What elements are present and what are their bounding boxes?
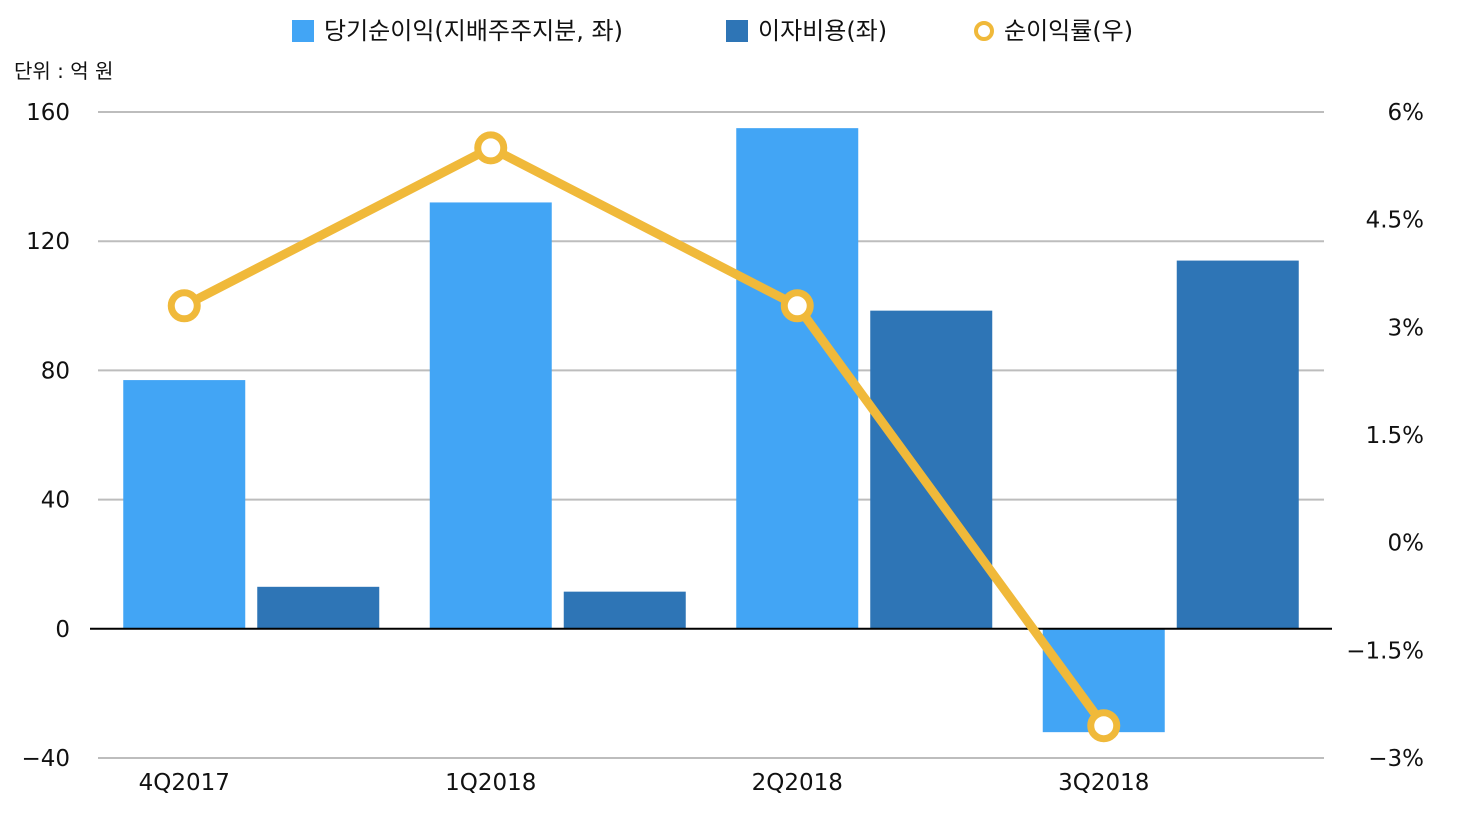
left-tick-label: 160	[26, 100, 70, 126]
right-tick-label: −3%	[1368, 746, 1424, 772]
bar-net-income	[123, 380, 246, 629]
category-label: 4Q2017	[139, 770, 230, 796]
legend-marker	[974, 21, 994, 41]
legend-swatch	[726, 20, 748, 42]
net-margin-point	[780, 289, 814, 323]
right-tick-label: 0%	[1388, 531, 1425, 557]
right-axis-ticks: 6% 4.5% 3% 1.5% 0% −1.5% −3%	[1346, 100, 1424, 772]
bar-net-income	[429, 202, 552, 629]
left-tick-label: 120	[26, 229, 70, 255]
legend-label: 순이익률(우)	[1004, 17, 1133, 45]
right-tick-label: 3%	[1388, 315, 1425, 341]
bars	[123, 128, 1299, 733]
left-tick-label: 80	[41, 358, 70, 384]
left-tick-label: 40	[41, 488, 70, 514]
legend-label: 당기순이익(지배주주지분, 좌)	[324, 17, 623, 45]
bar-interest-expense	[257, 586, 380, 629]
legend-item: 이자비용(좌)	[726, 17, 887, 45]
left-tick-label: 0	[55, 617, 70, 643]
category-label: 2Q2018	[752, 770, 843, 796]
left-tick-label: −40	[21, 746, 70, 772]
category-label: 3Q2018	[1058, 770, 1149, 796]
net-margin-polyline	[179, 143, 1109, 731]
net-margin-point	[474, 131, 508, 165]
legend-item: 당기순이익(지배주주지분, 좌)	[292, 17, 623, 45]
left-axis-ticks: 160 120 80 40 0 −40	[21, 100, 70, 772]
bar-interest-expense	[1176, 260, 1299, 629]
right-tick-label: 4.5%	[1366, 208, 1424, 234]
right-tick-label: 1.5%	[1366, 423, 1424, 449]
category-label: 1Q2018	[445, 770, 536, 796]
bar-net-income	[736, 128, 859, 629]
net-margin-point	[167, 289, 201, 323]
legend-item: 순이익률(우)	[974, 17, 1133, 45]
legend: 당기순이익(지배주주지분, 좌) 이자비용(좌) 순이익률(우)	[292, 17, 1133, 45]
unit-label: 단위 : 억 원	[14, 59, 113, 83]
bar-interest-expense	[563, 591, 686, 629]
legend-label: 이자비용(좌)	[758, 17, 887, 45]
category-labels: 4Q2017 1Q2018 2Q2018 3Q2018	[139, 770, 1150, 796]
right-tick-label: 6%	[1388, 100, 1425, 126]
legend-swatch	[292, 20, 314, 42]
bar-interest-expense	[870, 310, 993, 629]
net-margin-point	[1087, 709, 1121, 743]
net-margin-line	[167, 131, 1121, 743]
right-tick-label: −1.5%	[1346, 638, 1424, 664]
